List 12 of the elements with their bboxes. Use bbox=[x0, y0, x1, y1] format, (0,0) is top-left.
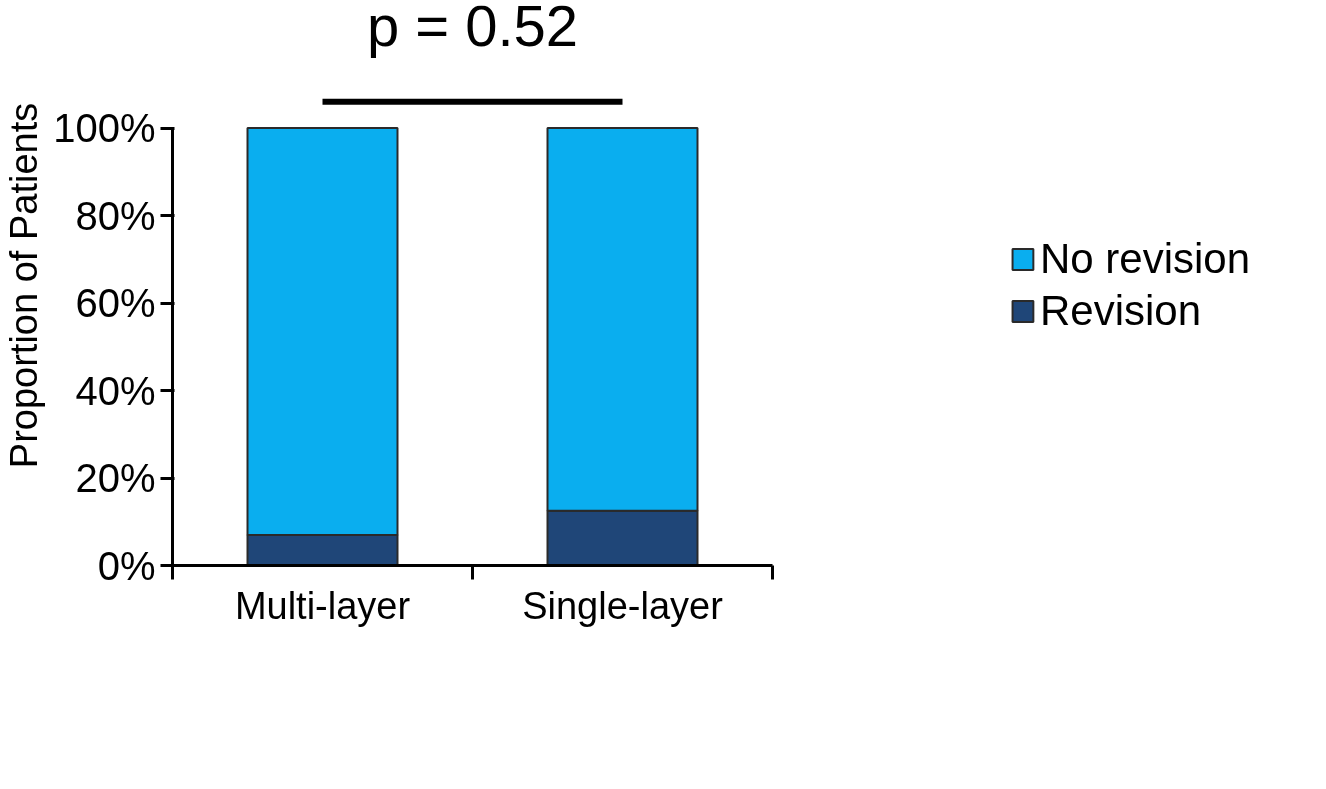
legend-label: No revision bbox=[1039, 235, 1251, 283]
y-tick-label: 40% bbox=[75, 368, 156, 413]
y-tick-label: 100% bbox=[53, 106, 156, 150]
y-tick-label: 80% bbox=[75, 193, 156, 238]
y-tick-label: 20% bbox=[75, 456, 156, 500]
x-tick-label: Multi-layer bbox=[234, 584, 411, 627]
y-tick-label: 0% bbox=[97, 543, 156, 588]
legend-label: Revision bbox=[1039, 287, 1202, 335]
x-tick-label: Single-layer bbox=[522, 584, 724, 627]
y-axis-title: Proportion of Patients bbox=[3, 102, 46, 469]
y-tick-label: 60% bbox=[75, 281, 156, 325]
text: p = 0.52 bbox=[366, 0, 579, 58]
